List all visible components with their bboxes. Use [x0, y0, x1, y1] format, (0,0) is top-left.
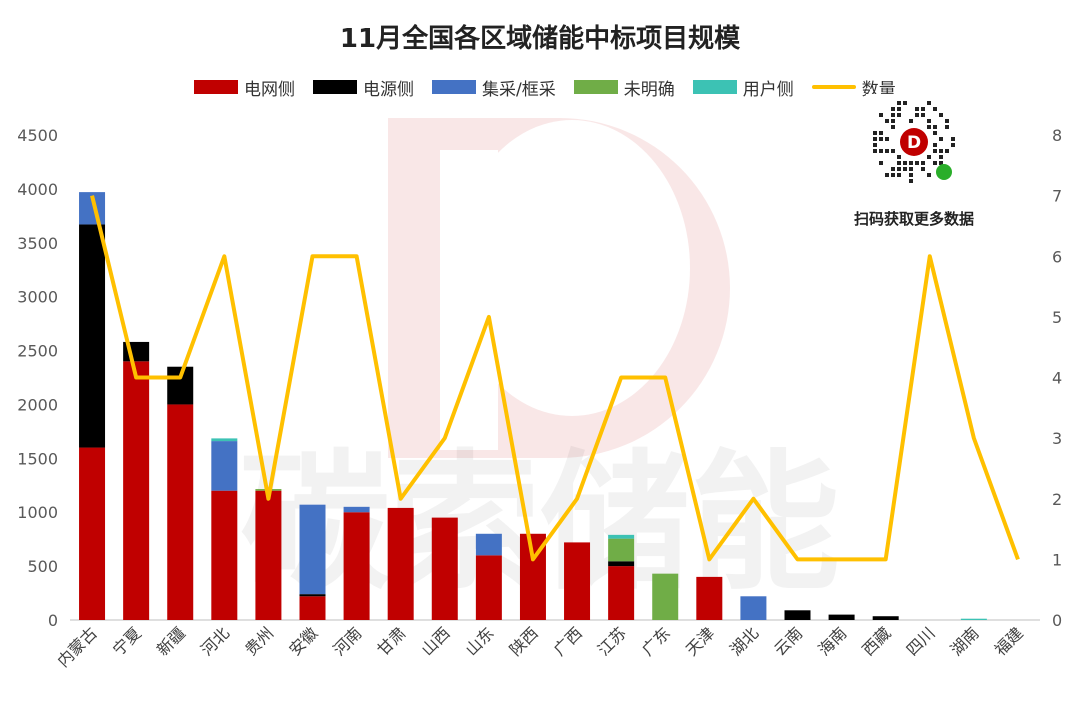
x-tick-label: 山东	[462, 623, 498, 659]
legend-swatch	[313, 80, 357, 94]
y-right-tick-label: 4	[1052, 369, 1062, 388]
x-tick-label: 云南	[770, 623, 806, 659]
y-left-tick-label: 500	[27, 557, 58, 576]
legend-item-source-side: 电源侧	[313, 75, 414, 100]
x-tick-label: 海南	[814, 623, 850, 659]
legend-label: 未明确	[623, 79, 675, 100]
bar-segment	[255, 490, 282, 620]
bar-segment	[79, 447, 106, 620]
bar-segment	[608, 538, 635, 562]
chart-title: 11月全国各区域储能中标项目规模	[339, 24, 741, 54]
watermark-logo	[388, 118, 730, 458]
legend-label: 电网侧	[244, 79, 295, 100]
legend-item-user-side: 用户侧	[692, 75, 794, 100]
bar-segment	[299, 594, 326, 597]
svg-text:D: D	[907, 133, 921, 153]
x-tick-label: 湖北	[726, 623, 762, 659]
x-tick-label: 甘肃	[373, 623, 409, 659]
bar-segment	[167, 404, 194, 620]
axes: 0 500 1000 1500 2000 2500 3000 3500 4000 4500 0 1 2 3…	[17, 126, 1062, 630]
y-left-tick-label: 3000	[17, 288, 58, 307]
legend-item-centralized: 集采/框采	[432, 75, 556, 100]
legend-swatch	[811, 85, 856, 89]
y-left-tick-label: 4500	[17, 126, 58, 145]
y-right-tick-label: 5	[1052, 308, 1062, 327]
legend: 电网侧 电源侧 集采/框采 未明确 用户侧 数量	[194, 75, 914, 100]
legend-swatch	[432, 80, 476, 94]
legend-item-grid-side: 电网侧	[194, 75, 295, 100]
x-tick-label: 湖南	[947, 623, 983, 659]
count-line	[90, 195, 1020, 562]
x-tick-label: 河南	[329, 623, 365, 659]
y-left-tick-label: 0	[48, 611, 58, 630]
bar-segment	[299, 596, 326, 620]
x-tick-label: 山西	[418, 623, 454, 659]
y-right-tick-label: 3	[1052, 429, 1062, 448]
bar-segment	[608, 561, 635, 567]
count-line-path	[90, 195, 1020, 562]
bar-segment	[740, 596, 767, 620]
bar-segment	[123, 361, 150, 620]
y-left-tick-label: 1000	[17, 503, 58, 522]
bar-segment	[828, 614, 855, 620]
y-left-tick-label: 4000	[17, 180, 58, 199]
bar-segment	[299, 504, 326, 595]
bar-segment	[431, 517, 458, 620]
bar-segment	[79, 224, 106, 448]
bar-segment	[784, 610, 811, 620]
bar-segment	[343, 506, 370, 513]
bar-segment	[608, 566, 635, 620]
x-tick-label: 宁夏	[109, 623, 145, 659]
bar-segment	[475, 533, 502, 556]
bar-segment	[564, 542, 591, 620]
x-tick-label: 贵州	[241, 623, 277, 659]
x-tick-label: 新疆	[153, 623, 189, 659]
y-left-tick-label: 3500	[17, 234, 58, 253]
bar-segment	[211, 441, 238, 491]
y-right-tick-label: 7	[1052, 187, 1062, 206]
x-tick-label: 内蒙古	[53, 623, 100, 670]
y-right-tick-label: 1	[1052, 550, 1062, 569]
bar-segment	[652, 573, 679, 620]
x-tick-label: 广东	[638, 623, 674, 659]
y-left-tick-label: 1500	[17, 449, 58, 468]
legend-swatch	[692, 80, 737, 94]
bar-segment	[211, 438, 238, 442]
bars	[79, 192, 987, 620]
y-right-tick-label: 8	[1052, 126, 1062, 145]
x-tick-label: 西藏	[858, 623, 894, 659]
bar-segment	[960, 618, 987, 620]
bar-segment	[475, 555, 502, 620]
y-right-tick-label: 6	[1052, 247, 1062, 266]
x-tick-label: 江苏	[594, 623, 630, 659]
bar-segment	[387, 507, 414, 620]
x-tick-label: 河北	[197, 623, 233, 659]
qr-code-icon: D	[866, 94, 962, 190]
bar-segment	[608, 534, 635, 539]
x-tick-label: 广西	[550, 623, 586, 659]
x-tick-label: 陕西	[506, 623, 542, 659]
y-right-tick-label: 0	[1052, 611, 1062, 630]
x-tick-label: 福建	[991, 623, 1027, 659]
legend-item-unspecified: 未明确	[573, 75, 675, 100]
x-tick-label: 天津	[682, 623, 718, 659]
x-tick-labels: 内蒙古 宁夏 新疆 河北 贵州 安徽 河南 甘肃 山西 山东 陕西 广西 江苏 广东 天津 湖北 云南 海南 西藏四…	[53, 623, 1026, 670]
bar-segment	[343, 512, 370, 620]
legend-swatch	[573, 80, 618, 94]
y-left-tick-label: 2500	[17, 342, 58, 361]
legend-label: 集采/框采	[482, 79, 556, 100]
y-left-tick-label: 2000	[17, 395, 58, 414]
x-tick-label: 安徽	[285, 623, 321, 659]
qr-caption: 扫码获取更多数据	[853, 210, 974, 228]
legend-label: 电源侧	[363, 79, 414, 100]
y-right-tick-label: 2	[1052, 490, 1062, 509]
legend-swatch	[194, 80, 238, 94]
legend-label: 用户侧	[742, 79, 794, 100]
bar-segment	[211, 490, 238, 620]
x-tick-label: 四川	[903, 623, 939, 659]
bar-segment	[696, 576, 723, 620]
bar-segment	[872, 616, 899, 620]
